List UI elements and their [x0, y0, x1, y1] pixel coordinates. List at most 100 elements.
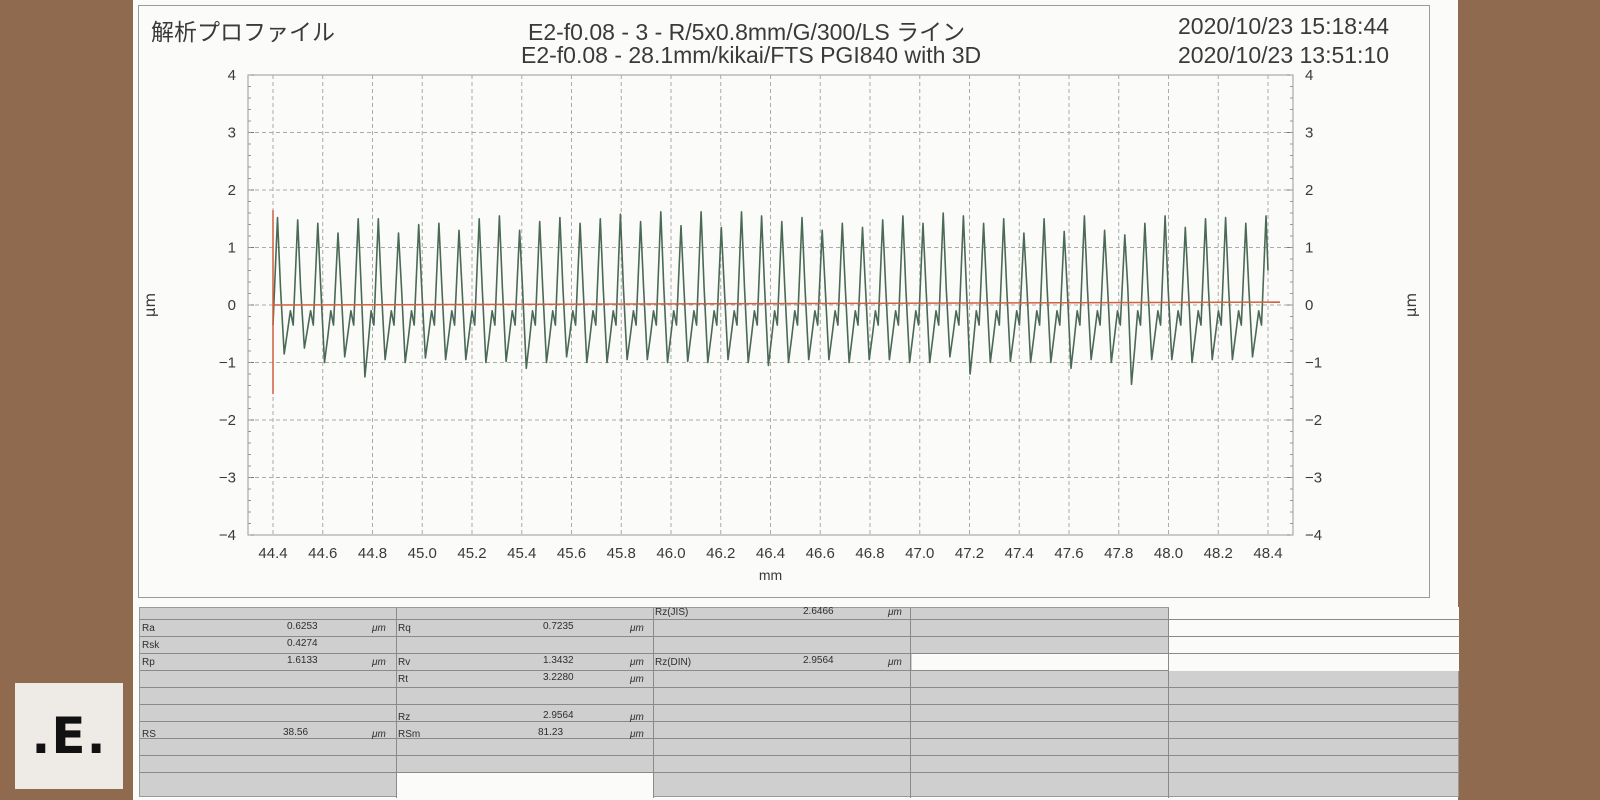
param-label-ra: Ra — [142, 623, 155, 634]
param-label-rsk: Rsk — [142, 640, 160, 651]
unit-label: μm — [630, 712, 644, 723]
param-value-rz-jis: 2.6466 — [803, 606, 834, 617]
x-tick-label: 47.4 — [1005, 545, 1034, 562]
x-tick-label: 45.0 — [408, 545, 437, 562]
y-axis-label-left: μm — [141, 293, 159, 317]
roughness-parameter-table: Ra 0.6253 μm Rsk 0.4274 Rp 1.6133 μm RS … — [139, 606, 1460, 798]
y-tick-label-left: −1 — [219, 355, 236, 372]
x-tick-label: 44.8 — [358, 545, 387, 562]
param-value-ra: 0.6253 — [287, 621, 318, 632]
chart-frame — [138, 5, 1430, 598]
x-tick-label: 45.4 — [507, 545, 536, 562]
unit-label: μm — [888, 607, 902, 618]
param-value-rq: 0.7235 — [543, 621, 574, 632]
x-tick-label: 44.6 — [308, 545, 337, 562]
y-tick-label-left: 2 — [228, 182, 236, 199]
x-tick-label: 46.4 — [756, 545, 785, 562]
instrument-line: E2-f0.08 - 28.1mm/kikai/FTS PGI840 with … — [521, 42, 982, 68]
x-tick-label: 47.2 — [955, 545, 984, 562]
brand-logo: .E. — [15, 683, 123, 789]
x-tick-label: 46.2 — [706, 545, 735, 562]
table-row-divider — [140, 653, 1460, 654]
y-tick-label-right: 2 — [1305, 182, 1313, 199]
table-row-divider — [140, 619, 1460, 620]
param-value-rs: 38.56 — [283, 727, 309, 738]
x-tick-label: 46.8 — [855, 545, 884, 562]
table-row-divider — [140, 755, 1460, 756]
param-label-rt: Rt — [398, 674, 408, 685]
table-row-divider — [1169, 619, 1459, 620]
chart-title: 解析プロファイル — [151, 19, 335, 45]
y-tick-label-right: 4 — [1305, 67, 1313, 84]
y-tick-label-right: 3 — [1305, 125, 1313, 142]
x-tick-label: 45.8 — [607, 545, 636, 562]
unit-label: μm — [630, 623, 644, 634]
measurement-condition-line: E2-f0.08 - 3 - R/5x0.8mm/G/300/LS ライン — [528, 19, 966, 45]
param-label-rz-jis: Rz(JIS) — [655, 607, 689, 618]
x-tick-label: 46.6 — [806, 545, 835, 562]
table-column-divider — [396, 608, 397, 798]
table-row-divider — [140, 721, 1460, 722]
x-tick-label: 48.2 — [1204, 545, 1233, 562]
param-label-rz: Rz — [398, 712, 411, 723]
measurement-timestamp: 2020/10/23 13:51:10 — [1178, 42, 1390, 68]
unit-label: μm — [630, 674, 644, 685]
param-value-rz: 2.9564 — [543, 710, 574, 721]
profile-series-line — [272, 211, 1269, 386]
y-tick-label-right: 1 — [1305, 240, 1313, 257]
x-tick-label: 45.6 — [557, 545, 586, 562]
table-row-divider — [140, 636, 1460, 637]
table-row-divider — [140, 670, 1460, 671]
param-value-rsk: 0.4274 — [287, 638, 318, 649]
param-value-rv: 1.3432 — [543, 655, 574, 666]
x-tick-label: 44.4 — [258, 545, 287, 562]
param-label-rsm: RSm — [398, 729, 421, 740]
y-axis-label-right: μm — [1402, 293, 1420, 317]
param-value-rz-din: 2.9564 — [803, 655, 834, 666]
y-tick-label-right: −4 — [1305, 527, 1322, 544]
param-value-rp: 1.6133 — [287, 655, 318, 666]
table-column-divider — [653, 608, 654, 798]
x-tick-label: 47.0 — [905, 545, 934, 562]
param-value-rt: 3.2280 — [543, 672, 574, 683]
profile-chart: 44.4 44.6 44.8 45.0 45.2 45.4 45.6 45.8 46.0 46.2… — [141, 67, 1420, 583]
blank-cell — [1169, 607, 1459, 671]
param-label-rs: RS — [142, 729, 156, 740]
y-tick-label-left: 4 — [228, 67, 236, 84]
unit-label: μm — [372, 729, 386, 740]
y-tick-label-left: −4 — [219, 527, 236, 544]
x-tick-label: 45.2 — [457, 545, 486, 562]
param-label-rq: Rq — [398, 623, 411, 634]
unit-label: μm — [372, 657, 386, 668]
y-tick-label-left: 3 — [228, 125, 236, 142]
param-label-rp: Rp — [142, 657, 155, 668]
table-row-divider — [140, 687, 1460, 688]
y-tick-label-left: −3 — [219, 470, 236, 487]
y-tick-label-right: −2 — [1305, 412, 1322, 429]
analysis-timestamp: 2020/10/23 15:18:44 — [1178, 13, 1390, 39]
reference-line — [272, 301, 1281, 306]
y-tick-label-left: −2 — [219, 412, 236, 429]
table-row-divider — [140, 704, 1460, 705]
unit-label: μm — [888, 657, 902, 668]
y-tick-label-right: 0 — [1305, 297, 1313, 314]
y-tick-label-left: 1 — [228, 240, 236, 257]
table-column-divider — [1168, 608, 1169, 798]
x-tick-label: 47.6 — [1054, 545, 1083, 562]
table-row-divider — [1169, 636, 1459, 637]
table-row-divider — [140, 772, 1460, 773]
unit-label: μm — [630, 657, 644, 668]
unit-label: μm — [372, 623, 386, 634]
param-value-rsm: 81.23 — [538, 727, 564, 738]
unit-label: μm — [630, 729, 644, 740]
x-tick-label: 48.0 — [1154, 545, 1183, 562]
x-tick-label: 47.8 — [1104, 545, 1133, 562]
y-tick-label-left: 0 — [228, 297, 236, 314]
y-tick-label-right: −3 — [1305, 470, 1322, 487]
blank-cell — [912, 654, 1168, 670]
table-column-divider — [910, 608, 911, 798]
blank-cell — [397, 773, 653, 797]
x-tick-label: 48.4 — [1253, 545, 1282, 562]
x-axis-label: mm — [759, 567, 782, 583]
param-label-rz-din: Rz(DIN) — [655, 657, 692, 668]
